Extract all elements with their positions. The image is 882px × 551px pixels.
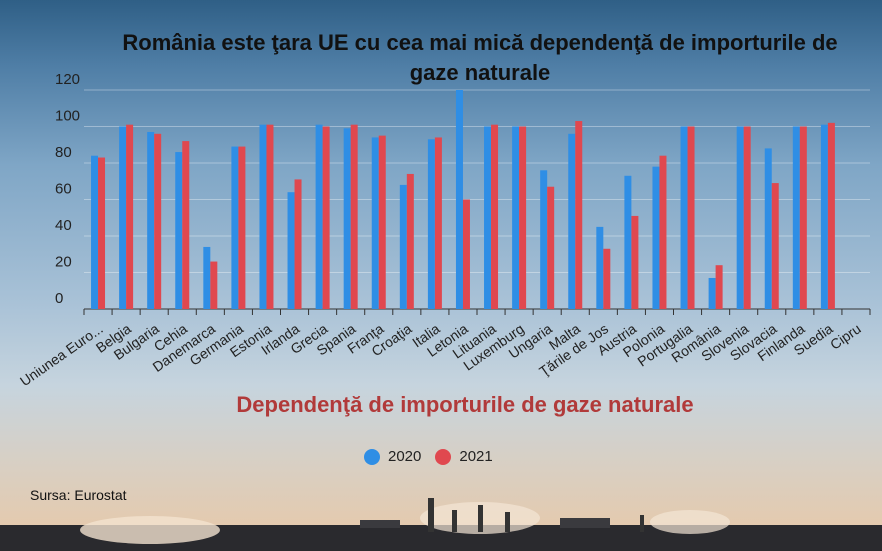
y-tick-label: 60: [55, 181, 72, 198]
bar-2021: [266, 124, 274, 309]
bar-2021: [771, 183, 779, 309]
bar-2021: [350, 124, 358, 309]
chart-title: România este ţara UE cu cea mai mică dep…: [122, 30, 838, 85]
bar-2020: [455, 90, 463, 309]
bar-2020: [736, 126, 744, 309]
y-tick-label: 20: [55, 254, 72, 271]
bar-2021: [659, 155, 667, 309]
bar-2020: [680, 126, 688, 309]
bar-2021: [799, 126, 807, 309]
bar-2021: [519, 126, 527, 309]
bar-2020: [540, 170, 548, 309]
chart-legend: 2020 2021: [364, 448, 507, 465]
y-tick-label: 40: [55, 217, 72, 234]
bar-2020: [259, 124, 267, 309]
bar-2020: [203, 246, 211, 309]
bar-2020: [399, 184, 407, 309]
source-note: Sursa: Eurostat: [30, 487, 127, 503]
bar-2020: [764, 148, 772, 309]
bar-2021: [575, 121, 583, 310]
bar-2021: [687, 126, 695, 309]
bar-2020: [147, 131, 155, 309]
bar-2020: [708, 277, 716, 309]
bar-2021: [491, 124, 499, 309]
bar-2020: [512, 126, 520, 309]
bar-2020: [231, 146, 239, 309]
legend-label-2020: 2020: [388, 448, 422, 465]
bar-2021: [406, 173, 414, 309]
legend-item-2021[interactable]: 2021: [435, 448, 493, 465]
legend-swatch-2020: [364, 448, 380, 465]
y-tick-label: 80: [55, 144, 72, 161]
bar-2021: [631, 215, 639, 309]
bar-2020: [91, 155, 99, 309]
x-tick-label: Cipru: [827, 320, 864, 352]
bar-2020: [315, 124, 323, 309]
bar-2021: [603, 248, 611, 309]
bar-2020: [484, 126, 492, 309]
bar-2021: [238, 146, 246, 309]
bar-2021: [434, 137, 442, 309]
bar-2020: [343, 128, 351, 309]
bar-2020: [371, 137, 379, 309]
bar-2021: [126, 124, 134, 309]
bar-2021: [154, 133, 162, 309]
bar-2021: [827, 122, 835, 309]
y-tick-label: 120: [55, 71, 80, 88]
legend-item-2020[interactable]: 2020: [364, 448, 421, 465]
y-tick-label: 0: [55, 290, 63, 307]
bar-2020: [624, 175, 632, 309]
bar-2020: [596, 226, 604, 309]
bar-2021: [294, 179, 302, 309]
y-tick-label: 100: [55, 108, 80, 125]
bar-2021: [210, 261, 218, 309]
bar-2021: [182, 141, 190, 309]
bar-2020: [820, 124, 828, 309]
bar-2020: [568, 133, 576, 309]
bar-2020: [427, 139, 435, 309]
bar-2020: [175, 152, 183, 309]
bar-2020: [119, 126, 127, 309]
legend-swatch-2021: [435, 448, 452, 465]
x-tick-label: Uniunea Euro...: [17, 320, 106, 389]
bar-2021: [547, 186, 555, 309]
bar-2020: [652, 166, 660, 309]
bar-2021: [378, 135, 386, 309]
bar-2020: [792, 126, 800, 309]
bar-2021: [98, 157, 106, 309]
bar-2021: [743, 126, 751, 309]
bar-2021: [462, 199, 470, 309]
bar-2020: [287, 192, 295, 309]
legend-label-2021: 2021: [459, 448, 493, 465]
chart-subtitle: Dependenţă de importurile de gaze natura…: [236, 392, 694, 417]
bar-2021: [322, 126, 330, 309]
bar-2021: [715, 265, 723, 309]
